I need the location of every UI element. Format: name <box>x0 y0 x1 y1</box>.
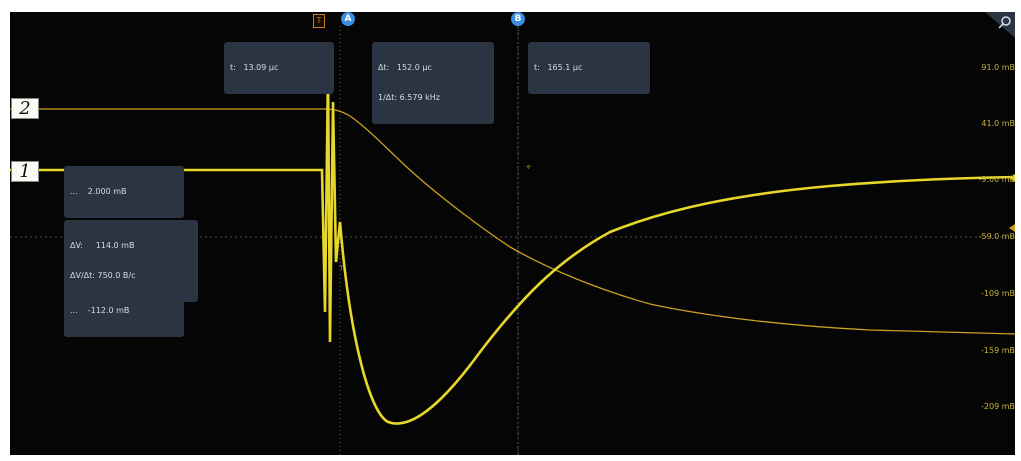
cursor-b-label: B <box>514 14 522 24</box>
cursor-a-time-readout[interactable]: t: 13.09 µc <box>224 42 334 94</box>
delta-time-readout[interactable]: Δt: 152.0 µc 1/Δt: 6.579 kHz <box>372 42 494 124</box>
trigger-label: T <box>316 16 322 25</box>
channel-1-trace <box>10 71 1015 425</box>
trigger-level-marker: ᴛ <box>339 263 344 272</box>
inverse-delta-time-value: 1/Δt: 6.579 kHz <box>378 93 440 102</box>
scale-label: -159 mB <box>981 346 1015 355</box>
trigger-position-badge[interactable]: T <box>313 14 325 28</box>
cursor-b-voltage-value: ... -112.0 mB <box>70 306 130 315</box>
cursor-a-label: A <box>344 14 352 24</box>
cursor-a-time-value: t: 13.09 µc <box>230 63 279 72</box>
voltage-slope-value: ΔV/Δt: 750.0 B/c <box>70 271 136 280</box>
scale-label: -209 mB <box>981 402 1015 411</box>
scale-label: 41.0 mB <box>981 119 1015 128</box>
channel-1-level-arrow[interactable] <box>1009 174 1015 182</box>
cursor-b-time-readout[interactable]: t: 165.1 µc <box>528 42 650 94</box>
scale-label: 91.0 mB <box>981 63 1015 72</box>
cursor-a-voltage-readout[interactable]: ... 2.000 mB <box>64 166 184 218</box>
scale-label: -9.00 mB <box>978 175 1015 184</box>
channel-2-level-arrow[interactable] <box>1009 224 1015 232</box>
delta-voltage-value: ΔV: 114.0 mB <box>70 241 135 250</box>
scale-label: -109 mB <box>981 289 1015 298</box>
waveform-display[interactable]: ⌖ ᴛ t: 13.09 µc Δt: 152.0 µc 1/Δt: 6.579… <box>10 12 1015 455</box>
cursor-crosshair-marker: ⌖ <box>526 163 531 173</box>
cursor-b-voltage-readout[interactable]: ... -112.0 mB <box>64 285 184 337</box>
waveform-canvas[interactable]: ⌖ ᴛ <box>10 12 1015 455</box>
delta-time-value: Δt: 152.0 µc <box>378 63 432 72</box>
channel-1-label[interactable]: 1 <box>11 161 39 182</box>
zoom-icon[interactable] <box>985 12 1015 38</box>
cursor-a-voltage-value: ... 2.000 mB <box>70 187 127 196</box>
channel-2-trace <box>10 108 1015 335</box>
cursor-b-badge[interactable]: B <box>511 12 525 26</box>
cursor-a-badge[interactable]: A <box>341 12 355 26</box>
channel-2-label[interactable]: 2 <box>11 98 39 119</box>
cursor-b-time-value: t: 165.1 µc <box>534 63 583 72</box>
scale-label: -59.0 mB <box>978 232 1015 241</box>
